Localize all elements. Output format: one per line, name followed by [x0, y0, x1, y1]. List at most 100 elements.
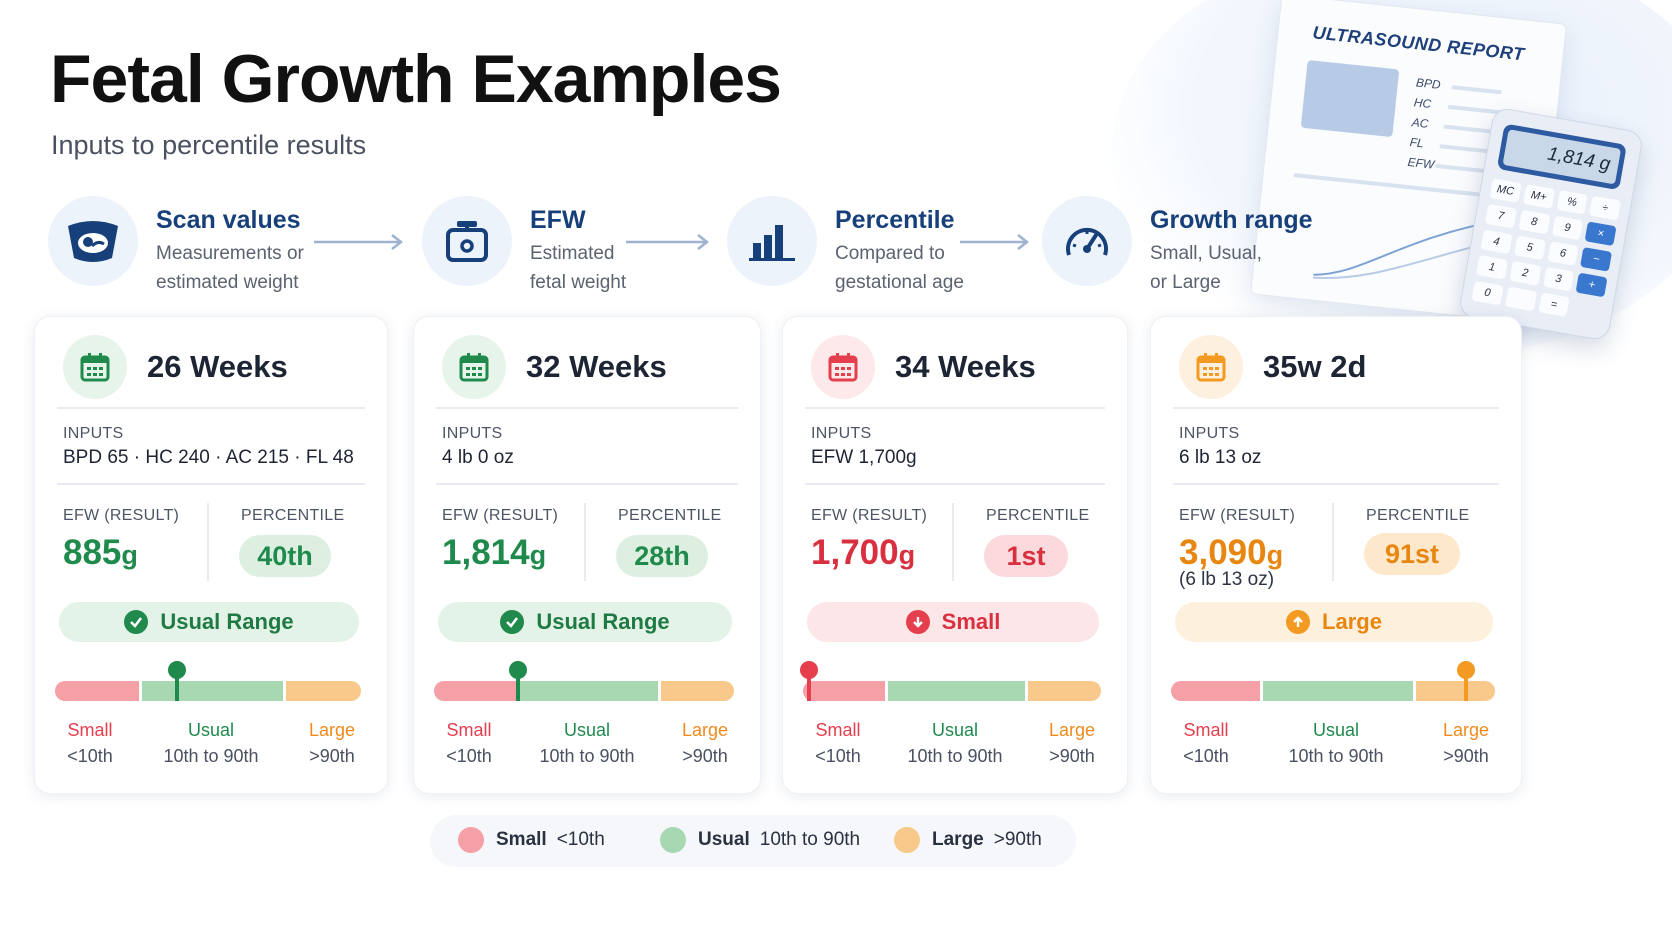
scale-label-usual: Usual 10th to 90th: [1288, 720, 1384, 766]
calculator-key: 7: [1485, 203, 1517, 229]
percentile-scale-bar: [803, 681, 1101, 701]
gestational-age: 35w 2d: [1263, 349, 1367, 384]
calculator-key: M+: [1522, 184, 1555, 209]
flow-icon-circle: [48, 196, 138, 286]
calendar-icon: [828, 353, 858, 382]
page-title: Fetal Growth Examples: [50, 41, 782, 117]
flow-arrow-icon: [626, 234, 710, 250]
percentile-scale-bar: [434, 681, 734, 701]
calculator-key: 3: [1542, 266, 1575, 292]
divider: [57, 407, 365, 409]
arrow-up-circle-icon: [1286, 610, 1311, 634]
check-circle-icon: [500, 610, 525, 634]
scale-segment-small: [434, 681, 517, 701]
report-label: EFW: [1406, 154, 1435, 172]
calculator-key: ÷: [1589, 195, 1622, 221]
range-status-pill: Usual Range: [438, 602, 732, 642]
efw-result: 3,090g: [1179, 533, 1284, 572]
divider: [805, 483, 1105, 485]
flow-step-desc: Small, Usual, or Large: [1150, 243, 1262, 293]
report-label: AC: [1411, 115, 1430, 131]
efw-label: EFW (RESULT): [442, 507, 559, 524]
calendar-icon-circle: [442, 335, 506, 399]
efw-result-lbs: (6 lb 13 oz): [1179, 569, 1275, 590]
bar-chart-icon: [749, 225, 795, 261]
legend-dot: [660, 827, 686, 853]
calculator-key: 9: [1551, 215, 1584, 241]
divider: [1173, 483, 1499, 485]
scale-label-small: Small <10th: [67, 720, 113, 766]
inputs-value: 4 lb 0 oz: [442, 447, 514, 468]
gestational-age: 26 Weeks: [147, 349, 288, 384]
gestational-age: 34 Weeks: [895, 349, 1036, 384]
flow-arrow-icon: [960, 234, 1030, 250]
scale-label-large: Large >90th: [1442, 720, 1490, 766]
efw-label: EFW (RESULT): [1179, 507, 1296, 524]
percentile-label: PERCENTILE: [1366, 507, 1470, 524]
card-header: 35w 2d: [1179, 335, 1366, 399]
calendar-icon-circle: [811, 335, 875, 399]
inputs-label: INPUTS: [811, 425, 872, 442]
gestational-age: 32 Weeks: [526, 349, 667, 384]
percentile-badge: 40th: [239, 535, 331, 577]
scale-label-usual: Usual 10th to 90th: [539, 720, 635, 766]
divider: [584, 503, 586, 581]
calculator-key: 5: [1513, 235, 1546, 261]
calendar-icon-circle: [63, 335, 127, 399]
scale-segment-large: [660, 681, 734, 701]
ultrasound-image-icon: [1300, 59, 1400, 138]
scale-label-small: Small <10th: [1183, 720, 1229, 766]
percentile-label: PERCENTILE: [986, 507, 1090, 524]
gauge-icon: [1066, 227, 1108, 256]
scale-segment-small: [803, 681, 885, 701]
flow-step-desc: Measurements or estimated weight: [156, 243, 304, 293]
calculator-key: 8: [1518, 209, 1551, 235]
calculator-screen: 1,814 g: [1496, 123, 1627, 191]
scale-label-large: Large >90th: [308, 720, 356, 766]
card-header: 32 Weeks: [442, 335, 667, 399]
flow-step-title: Scan values: [156, 206, 301, 234]
calculator-key: −: [1580, 247, 1613, 272]
calculator-keypad: MC M+% ÷ 7 8 9 × 4 5 6− 1 2 3 +0 =: [1471, 178, 1622, 323]
efw-label: EFW (RESULT): [811, 507, 928, 524]
scale-segment-usual: [519, 681, 658, 701]
growth-example-card: 26 Weeks INPUTS BPD 65 · HC 240 · AC 215…: [34, 316, 388, 794]
ultrasound-icon: [68, 221, 118, 262]
range-status-pill: Usual Range: [59, 602, 359, 642]
card-header: 26 Weeks: [63, 335, 288, 399]
inputs-value: 6 lb 13 oz: [1179, 447, 1262, 468]
scale-segment-small: [1171, 681, 1261, 701]
calculator-display: 1,814 g: [1502, 129, 1622, 185]
flow-step-scan: Scan values Measurements or estimated wei…: [48, 196, 356, 297]
efw-result: 1,814g: [442, 533, 547, 572]
calculator-key: 0: [1471, 280, 1504, 306]
legend-item-small: Small <10th: [458, 827, 605, 853]
percentile-scale-bar: [1171, 681, 1495, 701]
legend-item-large: Large >90th: [894, 827, 1042, 853]
percentile-label: PERCENTILE: [618, 507, 722, 524]
flow-icon-circle: [422, 196, 512, 286]
scale-label-large: Large >90th: [1048, 720, 1096, 766]
percentile-scale-bar: [55, 681, 361, 701]
calculator-key: 6: [1547, 241, 1579, 266]
calculator-key: %: [1556, 189, 1588, 215]
scale-label-small: Small <10th: [815, 720, 861, 766]
flow-step-title: Percentile: [835, 206, 955, 234]
divider: [1173, 407, 1499, 409]
efw-result: 1,700g: [811, 533, 916, 572]
calculator-key: 1: [1476, 255, 1508, 280]
divider: [57, 483, 365, 485]
scale-segment-usual: [142, 681, 283, 701]
inputs-label: INPUTS: [442, 425, 503, 442]
scale-segment-large: [1415, 681, 1495, 701]
inputs-value: EFW 1,700g: [811, 447, 917, 468]
scale-icon: [446, 221, 488, 262]
flow-step-desc: Compared to gestational age: [835, 243, 964, 293]
flow-step-title: Growth range: [1150, 206, 1313, 234]
divider: [436, 483, 738, 485]
efw-result: 885g: [63, 533, 138, 572]
inputs-value: BPD 65 · HC 240 · AC 215 · FL 48: [63, 447, 354, 468]
scale-segment-usual: [887, 681, 1025, 701]
report-title: ULTRASOUND REPORT: [1311, 22, 1526, 65]
check-circle-icon: [124, 610, 149, 634]
